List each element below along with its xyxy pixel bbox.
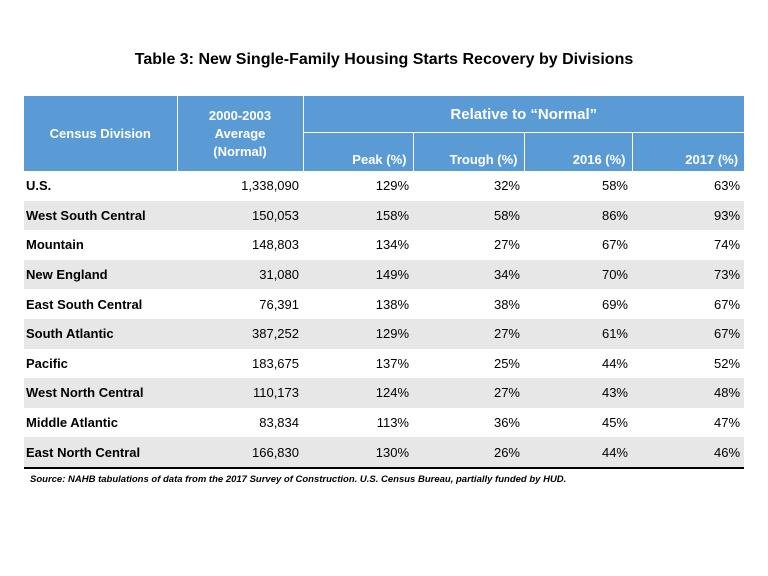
cell-trough: 25% xyxy=(493,355,520,371)
cell-average: 1,338,090 xyxy=(241,178,299,194)
header-2017: 2017 (%) xyxy=(632,132,745,171)
table-row: South Atlantic 387,252 129% 27% 61% 67% xyxy=(24,318,745,349)
cell-2017: 48% xyxy=(632,378,745,408)
cell-2017: 67% xyxy=(632,318,745,349)
cell-peak: 130% xyxy=(303,437,413,469)
cell-2016: 43% xyxy=(524,378,632,408)
cell-average: 166,830 xyxy=(177,437,303,469)
cell-average: 110,173 xyxy=(177,378,303,408)
housing-starts-table: Census Division 2000-2003 Average (Norma… xyxy=(24,96,745,469)
cell-2017: 52% xyxy=(714,355,741,371)
cell-2017: 46% xyxy=(632,437,745,469)
cell-trough: 27% xyxy=(413,378,524,408)
table-row: U.S. 1,338,090 129% 32% 58% 63% xyxy=(24,171,744,201)
cell-average: 83,834 xyxy=(259,415,299,431)
cell-division: East North Central xyxy=(24,437,177,469)
cell-average: 183,675 xyxy=(252,355,299,371)
cell-2016: 69% xyxy=(601,296,628,312)
cell-average: 148,803 xyxy=(252,237,299,253)
header-2016: 2016 (%) xyxy=(524,132,633,171)
cell-peak: 129% xyxy=(303,318,413,349)
cell-trough: 34% xyxy=(413,259,524,290)
cell-average: 76,391 xyxy=(259,296,299,312)
cell-2016: 86% xyxy=(524,200,632,231)
cell-trough: 36% xyxy=(493,415,520,431)
table-row: East North Central 166,830 130% 26% 44% … xyxy=(24,437,745,469)
cell-average: 387,252 xyxy=(177,318,303,349)
cell-division: West North Central xyxy=(24,378,177,408)
cell-2016: 70% xyxy=(524,259,632,290)
source-note: Source: NAHB tabulations of data from th… xyxy=(30,474,567,485)
header-average-normal: 2000-2003 Average (Normal) xyxy=(177,96,304,171)
cell-2017: 47% xyxy=(714,415,741,431)
cell-trough: 32% xyxy=(493,178,520,194)
cell-peak: 124% xyxy=(303,378,413,408)
cell-division: U.S. xyxy=(26,178,52,194)
cell-average: 31,080 xyxy=(177,259,303,290)
cell-2017: 63% xyxy=(714,178,741,194)
cell-2016: 44% xyxy=(524,437,632,469)
cell-2016: 58% xyxy=(601,178,628,194)
cell-division: New England xyxy=(24,259,177,290)
cell-division: West South Central xyxy=(24,200,177,231)
cell-trough: 27% xyxy=(413,318,524,349)
cell-peak: 149% xyxy=(303,259,413,290)
cell-peak: 137% xyxy=(375,355,409,371)
table-row: East South Central 76,391 138% 38% 69% 6… xyxy=(24,289,744,319)
header-average-line-3: (Normal) xyxy=(213,143,267,159)
header-peak: Peak (%) xyxy=(303,132,414,171)
cell-peak: 129% xyxy=(375,178,409,194)
table-row: Middle Atlantic 83,834 113% 36% 45% 47% xyxy=(24,408,744,438)
table-row: New England 31,080 149% 34% 70% 73% xyxy=(24,259,745,290)
cell-division: Middle Atlantic xyxy=(26,415,118,431)
cell-trough: 26% xyxy=(413,437,524,469)
table-body: U.S. 1,338,090 129% 32% 58% 63% West Sou… xyxy=(24,171,745,469)
header-census-division: Census Division xyxy=(24,96,178,171)
table-row: West North Central 110,173 124% 27% 43% … xyxy=(24,378,745,408)
cell-2016: 45% xyxy=(601,415,628,431)
cell-2017: 67% xyxy=(714,296,741,312)
cell-2016: 61% xyxy=(524,318,632,349)
cell-division: South Atlantic xyxy=(24,318,177,349)
cell-2017: 74% xyxy=(714,237,741,253)
cell-2017: 93% xyxy=(632,200,745,231)
cell-2016: 44% xyxy=(601,355,628,371)
cell-trough: 27% xyxy=(493,237,520,253)
header-average-line-2: Average xyxy=(214,125,266,141)
header-average-line-1: 2000-2003 xyxy=(208,107,272,123)
cell-peak: 138% xyxy=(375,296,409,312)
cell-trough: 38% xyxy=(493,296,520,312)
cell-average: 150,053 xyxy=(177,200,303,231)
cell-peak: 158% xyxy=(303,200,413,231)
header-relative-to-normal: Relative to “Normal” xyxy=(303,96,745,133)
table-row: Pacific 183,675 137% 25% 44% 52% xyxy=(24,349,744,379)
cell-peak: 134% xyxy=(375,237,409,253)
table-row: West South Central 150,053 158% 58% 86% … xyxy=(24,200,745,231)
table-title: Table 3: New Single-Family Housing Start… xyxy=(134,51,634,68)
cell-peak: 113% xyxy=(376,415,409,431)
cell-division: Mountain xyxy=(26,237,84,253)
cell-2017: 73% xyxy=(632,259,745,290)
table-row: Mountain 148,803 134% 27% 67% 74% xyxy=(24,230,744,260)
cell-trough: 58% xyxy=(413,200,524,231)
cell-division: East South Central xyxy=(26,296,143,312)
cell-2016: 67% xyxy=(601,237,628,253)
cell-division: Pacific xyxy=(26,355,68,371)
header-trough: Trough (%) xyxy=(413,132,525,171)
